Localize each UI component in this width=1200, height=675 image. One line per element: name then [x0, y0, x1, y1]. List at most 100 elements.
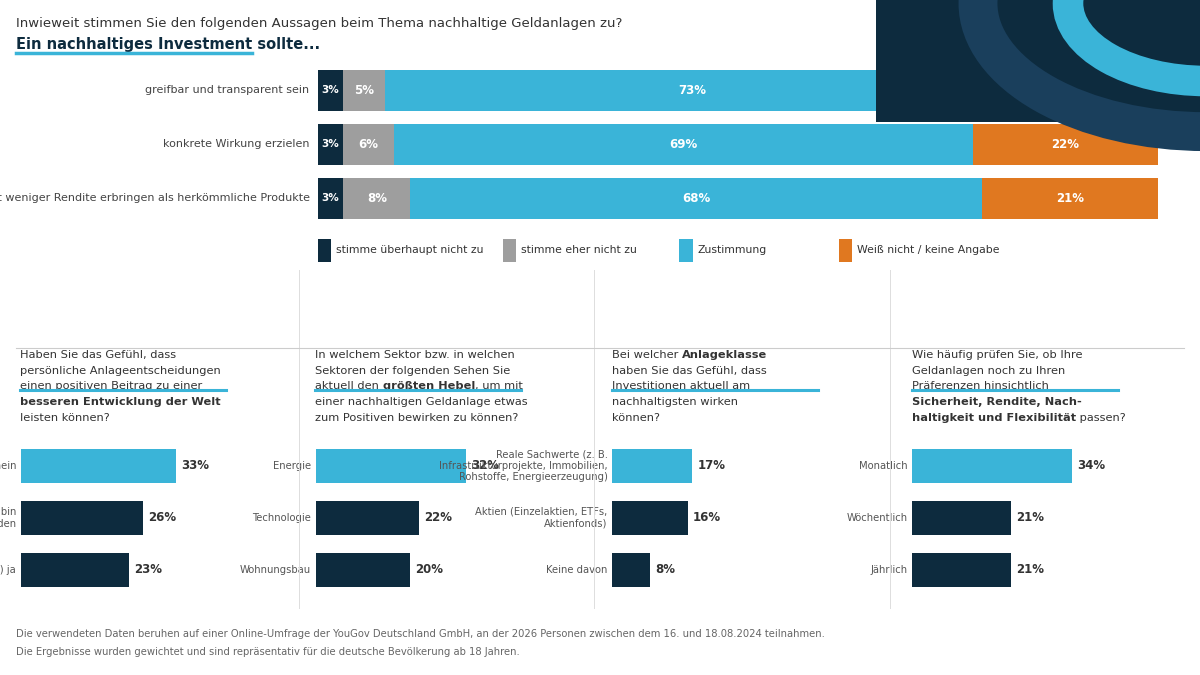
- Text: einen positiven Beitrag zu einer: einen positiven Beitrag zu einer: [20, 381, 203, 391]
- Text: Sektoren der folgenden Sehen Sie: Sektoren der folgenden Sehen Sie: [316, 366, 510, 376]
- Bar: [912, 449, 1073, 483]
- Text: 17%: 17%: [697, 459, 725, 472]
- Text: Wöchentlich: Wöchentlich: [846, 513, 907, 522]
- Bar: [318, 70, 343, 111]
- Text: Energie: Energie: [274, 460, 311, 470]
- FancyBboxPatch shape: [876, 0, 1200, 122]
- Text: können?: können?: [612, 412, 660, 423]
- Text: (Eher) nein: (Eher) nein: [0, 460, 16, 470]
- Text: Weiß nicht / keine Angabe: Weiß nicht / keine Angabe: [857, 246, 1000, 255]
- Text: größten Hebel: größten Hebel: [383, 381, 475, 391]
- Bar: [20, 449, 176, 483]
- Text: 3%: 3%: [322, 85, 340, 95]
- Text: 16%: 16%: [692, 511, 721, 524]
- Bar: [973, 124, 1158, 165]
- Text: Jährlich: Jährlich: [870, 565, 907, 575]
- Bar: [912, 501, 1012, 535]
- Text: 32%: 32%: [472, 459, 499, 472]
- Text: konkrete Wirkung erzielen: konkrete Wirkung erzielen: [163, 139, 310, 149]
- Text: besseren Entwicklung der Welt: besseren Entwicklung der Welt: [20, 397, 221, 407]
- Text: , um mit: , um mit: [475, 381, 523, 391]
- Text: 3%: 3%: [322, 193, 340, 203]
- Bar: [612, 449, 692, 483]
- Text: Keine davon: Keine davon: [546, 565, 607, 575]
- Bar: [316, 501, 420, 535]
- Text: 73%: 73%: [678, 84, 706, 97]
- Bar: [982, 178, 1158, 219]
- Text: Reale Sachwerte (z. B.
Infrastrukturprojekte, Immobilien,
Rohstoffe, Energieerze: Reale Sachwerte (z. B. Infrastrukturproj…: [439, 449, 607, 482]
- Text: Investitionen aktuell am: Investitionen aktuell am: [612, 381, 750, 391]
- Text: stimme eher nicht zu: stimme eher nicht zu: [521, 246, 637, 255]
- Bar: [503, 239, 516, 262]
- Text: Ich bin
unentschieden: Ich bin unentschieden: [0, 507, 16, 529]
- Text: haben Sie das Gefühl, dass: haben Sie das Gefühl, dass: [612, 366, 767, 376]
- Text: persönliche Anlageentscheidungen: persönliche Anlageentscheidungen: [20, 366, 221, 376]
- Text: Die verwendeten Daten beruhen auf einer Online-Umfrage der YouGov Deutschland Gm: Die verwendeten Daten beruhen auf einer …: [16, 629, 824, 639]
- Bar: [612, 501, 688, 535]
- Text: Inwieweit stimmen Sie den folgenden Aussagen beim Thema nachhaltige Geldanlagen : Inwieweit stimmen Sie den folgenden Auss…: [16, 17, 622, 30]
- Text: leisten können?: leisten können?: [20, 412, 109, 423]
- Text: nachhaltigsten wirken: nachhaltigsten wirken: [612, 397, 738, 407]
- Text: Sicherheit, Rendite, Nach-: Sicherheit, Rendite, Nach-: [912, 397, 1081, 407]
- Text: 23%: 23%: [134, 564, 162, 576]
- Text: 22%: 22%: [425, 511, 452, 524]
- Text: zum Positiven bewirken zu können?: zum Positiven bewirken zu können?: [316, 412, 518, 423]
- Text: 8%: 8%: [367, 192, 386, 205]
- Bar: [20, 553, 128, 587]
- Text: Haben Sie das Gefühl, dass: Haben Sie das Gefühl, dass: [20, 350, 176, 360]
- Text: 20%: 20%: [415, 564, 443, 576]
- Bar: [410, 178, 982, 219]
- Text: einer nachhaltigen Geldanlage etwas: einer nachhaltigen Geldanlage etwas: [316, 397, 528, 407]
- Text: 21%: 21%: [1056, 192, 1084, 205]
- Text: greifbar und transparent sein: greifbar und transparent sein: [145, 85, 310, 95]
- Text: Wohnungsbau: Wohnungsbau: [240, 565, 311, 575]
- Bar: [839, 239, 852, 262]
- Bar: [912, 553, 1012, 587]
- Text: In welchem Sektor bzw. in welchen: In welchem Sektor bzw. in welchen: [316, 350, 515, 360]
- Text: Technologie: Technologie: [252, 513, 311, 522]
- Text: 26%: 26%: [148, 511, 176, 524]
- Text: 3%: 3%: [322, 139, 340, 149]
- Text: haltigkeit und Flexibilität: haltigkeit und Flexibilität: [912, 412, 1075, 423]
- Text: passen?: passen?: [1075, 412, 1126, 423]
- Text: 68%: 68%: [682, 192, 710, 205]
- Text: 21%: 21%: [1016, 511, 1044, 524]
- Text: 21%: 21%: [1016, 564, 1044, 576]
- Text: 5%: 5%: [354, 84, 374, 97]
- Text: 22%: 22%: [1051, 138, 1080, 151]
- Text: 33%: 33%: [181, 459, 209, 472]
- Text: Zustimmung: Zustimmung: [697, 246, 767, 255]
- Bar: [318, 239, 331, 262]
- Text: Aktien (Einzelaktien, ETFs,
Aktienfonds): Aktien (Einzelaktien, ETFs, Aktienfonds): [475, 507, 607, 529]
- Bar: [343, 124, 394, 165]
- Text: aktuell den: aktuell den: [316, 381, 383, 391]
- Bar: [318, 124, 343, 165]
- Text: 8%: 8%: [655, 564, 674, 576]
- Bar: [316, 449, 467, 483]
- Bar: [316, 553, 410, 587]
- Bar: [998, 70, 1158, 111]
- Text: Anlageklasse: Anlageklasse: [682, 350, 767, 360]
- Text: Monatlich: Monatlich: [859, 460, 907, 470]
- Text: 19%: 19%: [1064, 84, 1092, 97]
- Bar: [394, 124, 973, 165]
- Bar: [343, 70, 385, 111]
- Text: Ein nachhaltiges Investment sollte...: Ein nachhaltiges Investment sollte...: [16, 37, 319, 52]
- Text: Die Ergebnisse wurden gewichtet und sind repräsentativ für die deutsche Bevölker: Die Ergebnisse wurden gewichtet und sind…: [16, 647, 520, 657]
- Text: (Eher) ja: (Eher) ja: [0, 565, 16, 575]
- Bar: [385, 70, 998, 111]
- Bar: [343, 178, 410, 219]
- Text: Geldanlagen noch zu Ihren: Geldanlagen noch zu Ihren: [912, 366, 1064, 376]
- Text: Wie häufig prüfen Sie, ob Ihre: Wie häufig prüfen Sie, ob Ihre: [912, 350, 1082, 360]
- Text: nicht weniger Rendite erbringen als herkömmliche Produkte: nicht weniger Rendite erbringen als herk…: [0, 193, 310, 203]
- Bar: [20, 501, 143, 535]
- Bar: [679, 239, 692, 262]
- Bar: [612, 553, 650, 587]
- Text: Bei welcher: Bei welcher: [612, 350, 682, 360]
- Text: 69%: 69%: [670, 138, 697, 151]
- Bar: [318, 178, 343, 219]
- Text: 34%: 34%: [1078, 459, 1105, 472]
- Text: 6%: 6%: [359, 138, 378, 151]
- Text: stimme überhaupt nicht zu: stimme überhaupt nicht zu: [336, 246, 484, 255]
- Text: Präferenzen hinsichtlich: Präferenzen hinsichtlich: [912, 381, 1049, 391]
